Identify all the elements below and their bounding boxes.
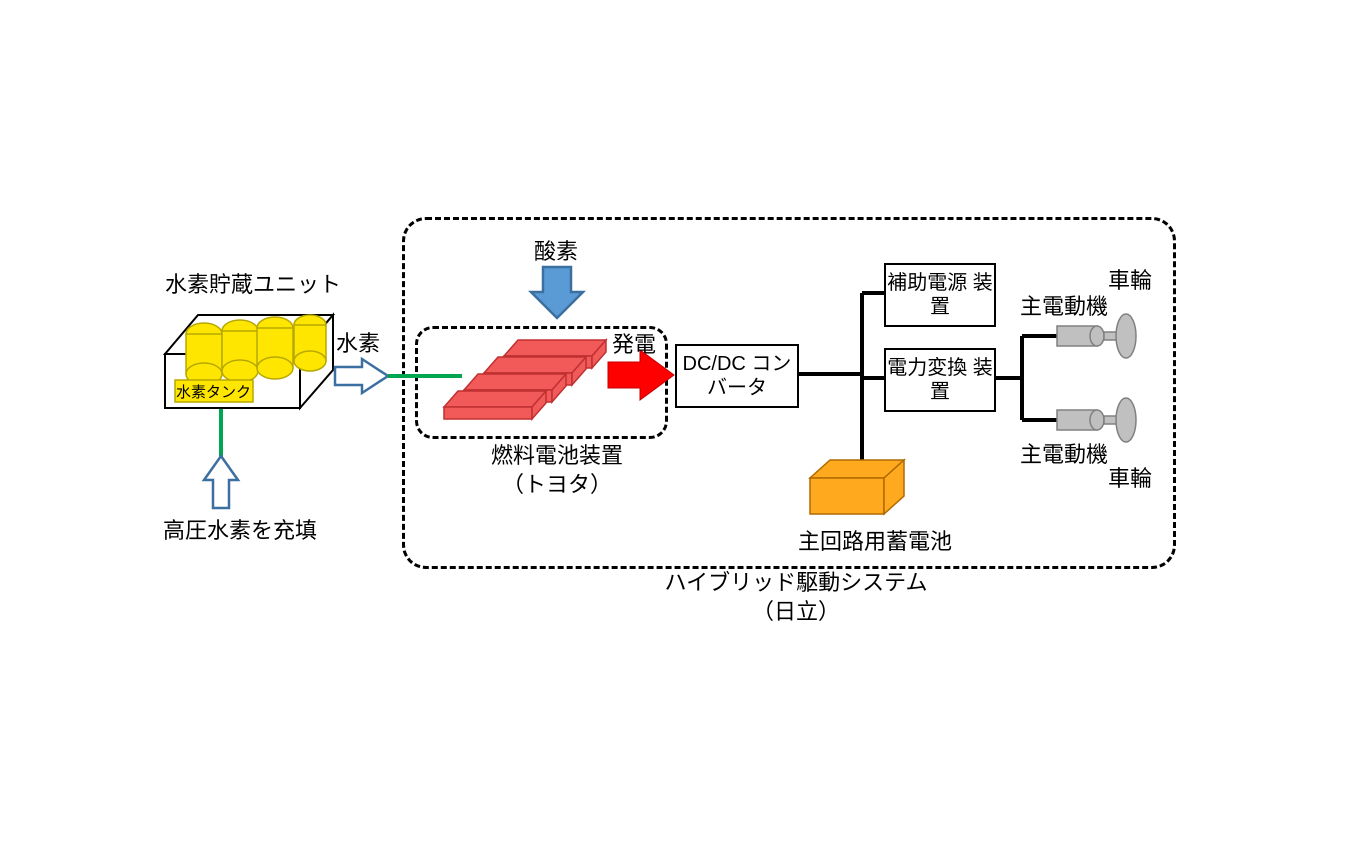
hydrogen-label: 水素 bbox=[336, 326, 380, 358]
fill-label: 高圧水素を充填 bbox=[163, 513, 317, 545]
power-gen-label: 発電 bbox=[612, 327, 656, 359]
main-motor-bot-label: 主電動機 bbox=[1020, 437, 1108, 469]
main-motor-top-label: 主電動機 bbox=[1020, 289, 1108, 321]
main-battery-label: 主回路用蓄電池 bbox=[798, 524, 952, 556]
battery-icon bbox=[810, 460, 904, 514]
fill-arrow-icon bbox=[204, 456, 238, 508]
power-conv-box: 電力変換 装置 bbox=[884, 348, 996, 412]
conv-label: 電力変換 装置 bbox=[886, 356, 994, 404]
aux-label: 補助電源 装置 bbox=[886, 271, 994, 319]
diagram-canvas: 水素タンク 水素貯蔵ユニット 水素 高圧水素を充填 酸素 発電 燃料電池装置 （… bbox=[0, 0, 1350, 844]
wheel-bot-label: 車輪 bbox=[1108, 461, 1152, 493]
aux-power-box: 補助電源 装置 bbox=[884, 263, 996, 327]
oxygen-label: 酸素 bbox=[534, 234, 578, 266]
motor-bot-icon bbox=[1057, 398, 1136, 442]
fuel-cell-label: 燃料電池装置 （トヨタ） bbox=[477, 442, 637, 499]
shapes-layer bbox=[0, 0, 1350, 844]
hydrogen-arrow-icon bbox=[335, 359, 388, 393]
storage-unit-label: 水素貯蔵ユニット bbox=[165, 267, 341, 299]
wheel-top-label: 車輪 bbox=[1108, 263, 1152, 295]
fuel-cell-icon bbox=[444, 340, 606, 419]
hybrid-system-label: ハイブリッド駆動システム （日立） bbox=[656, 569, 936, 626]
oxygen-arrow-icon bbox=[531, 267, 583, 318]
hydrogen-tank-label: 水素タンク bbox=[176, 381, 251, 402]
dcdc-label: DC/DC コンバータ bbox=[677, 352, 797, 400]
dcdc-converter-box: DC/DC コンバータ bbox=[675, 344, 799, 408]
